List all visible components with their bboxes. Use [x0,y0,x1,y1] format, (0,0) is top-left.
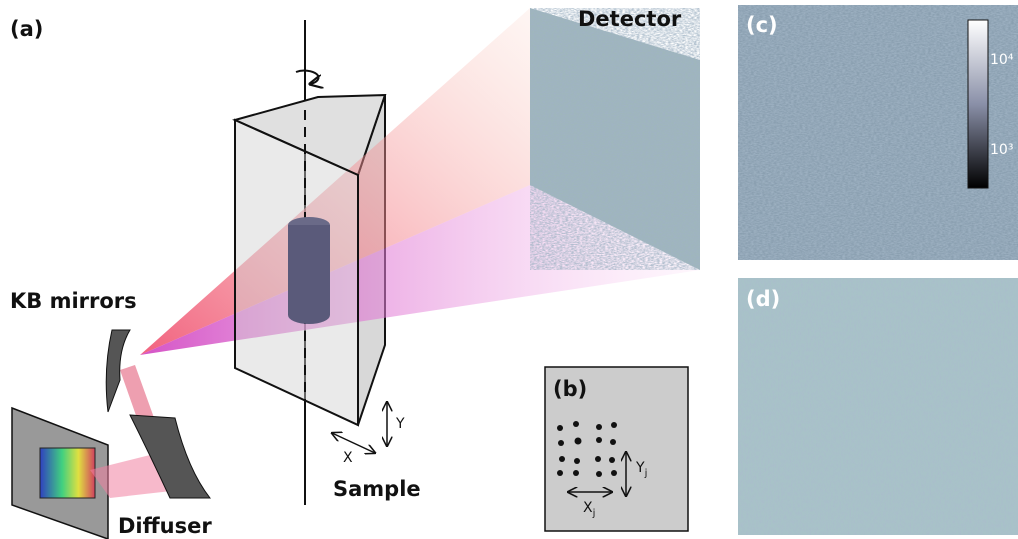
xj-sub: j [592,508,596,519]
xj-label: Xj [583,500,595,519]
sample-label: Sample [333,477,421,501]
speckle-dots [557,421,617,477]
x-arrow [332,433,375,453]
x-label: X [343,450,353,466]
rotation-arrow [295,69,318,84]
colorbar-label: 10³ [990,142,1013,158]
yj-main: Y [635,460,645,476]
yj-sub: j [644,468,648,479]
panel-label: (b) [553,377,587,401]
panel-d: (d) [738,278,1018,535]
xj-main: X [583,500,593,516]
image-d-noise [738,278,1018,535]
kb-mirror [105,329,131,413]
sample-body [288,225,330,315]
sample-bottom [288,306,330,324]
panel-a: (a) Detector KB mirrors Diffuser Sample … [10,7,700,539]
detector-noise [530,8,700,270]
beam-cone [140,8,530,355]
panel-label: (d) [746,287,780,311]
y-label: Y [395,416,405,432]
diffuser-pattern [39,447,96,499]
kb-mirror [129,414,212,499]
yj-label: Yj [635,460,647,479]
colorbar [967,19,989,189]
panel-b-frame [544,366,689,532]
beam-cone [140,185,700,355]
panel-label: (a) [10,17,43,41]
kb-label: KB mirrors [10,289,137,313]
panel-b: (b) Xj Yj [544,366,689,532]
panel-c: (c) 10⁴ 10³ [738,5,1018,260]
panel-label: (c) [746,13,778,37]
colorbar-label: 10⁴ [990,52,1014,68]
diffuser-label: Diffuser [118,514,212,538]
detector-label: Detector [578,7,682,31]
